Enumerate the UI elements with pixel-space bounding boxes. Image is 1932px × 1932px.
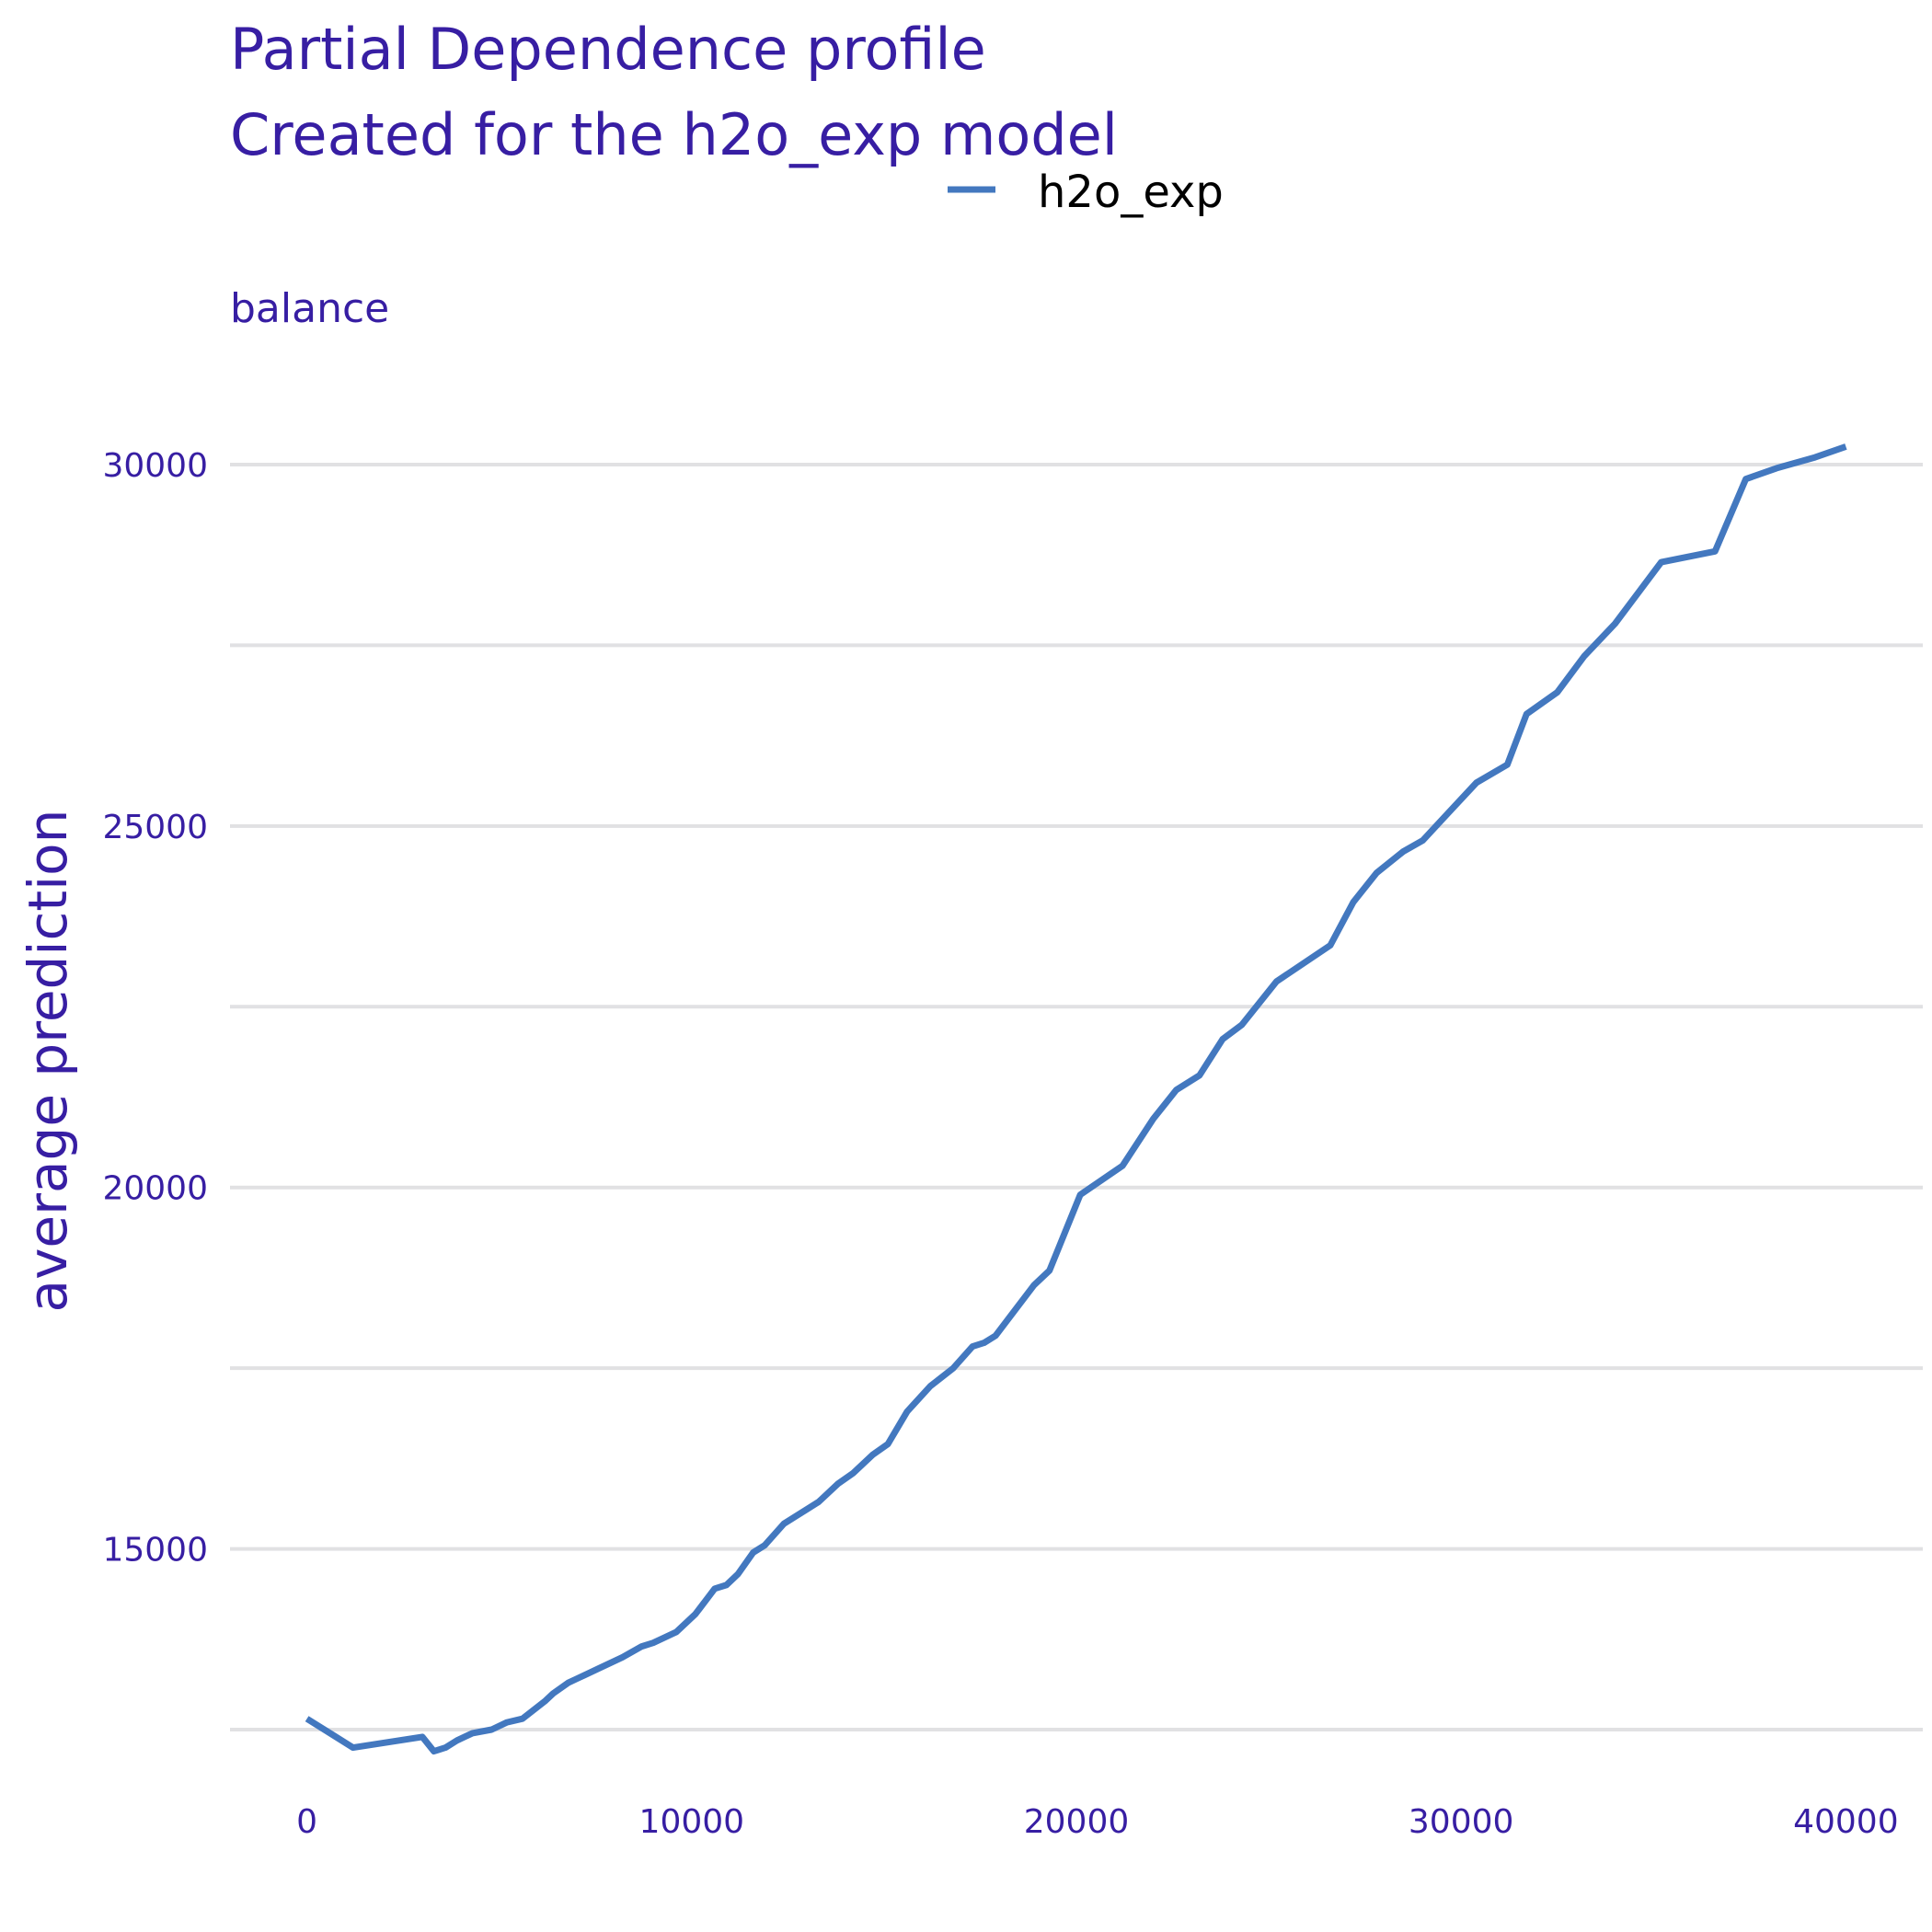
x-tick-label: 10000 <box>639 1803 745 1841</box>
chart-subtitle: Created for the h2o_exp model <box>230 101 1118 168</box>
series-layer <box>305 443 1847 1755</box>
legend: h2o_exp <box>948 167 1224 218</box>
y-tick-label: 25000 <box>102 809 208 846</box>
y-tick-label: 15000 <box>102 1532 208 1570</box>
x-tick-label: 20000 <box>1024 1803 1130 1841</box>
x-tick-label: 40000 <box>1793 1803 1899 1841</box>
x-axis-ticks: 0 10000 20000 30000 40000 <box>296 1803 1898 1841</box>
y-tick-label: 20000 <box>102 1170 208 1208</box>
x-tick-label: 0 <box>296 1803 317 1841</box>
y-axis-label: average prediction <box>17 810 79 1313</box>
y-tick-label: 30000 <box>102 447 208 485</box>
x-tick-label: 30000 <box>1409 1803 1514 1841</box>
y-axis-ticks: 15000 20000 25000 30000 <box>102 447 208 1570</box>
gridlines <box>230 463 1923 1731</box>
panel-label: balance <box>230 285 389 332</box>
series-line-h2o_exp <box>305 443 1847 1755</box>
chart-title: Partial Dependence profile <box>230 16 986 83</box>
legend-label: h2o_exp <box>1038 167 1224 218</box>
